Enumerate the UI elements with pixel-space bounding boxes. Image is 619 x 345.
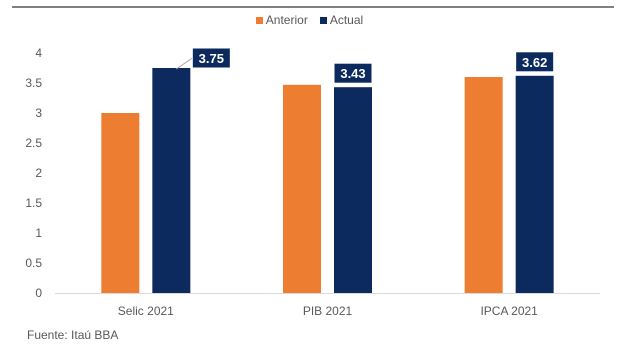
x-tick-label: IPCA 2021 bbox=[480, 304, 538, 318]
data-label-0: 3.75 bbox=[199, 51, 224, 66]
bar-anterior-2 bbox=[464, 77, 503, 293]
source-note: Fuente: Itaú BBA bbox=[27, 328, 119, 342]
y-tick-label: 4 bbox=[35, 46, 42, 60]
x-tick-label: PIB 2021 bbox=[303, 304, 353, 318]
bar-actual-2 bbox=[515, 75, 554, 293]
legend-label-actual: Actual bbox=[329, 13, 364, 27]
top-rule bbox=[12, 6, 614, 8]
y-tick-label: 3.5 bbox=[25, 76, 42, 90]
bar-actual-1 bbox=[334, 87, 372, 293]
data-label-box-1 bbox=[333, 62, 373, 84]
y-tick-label: 2.5 bbox=[25, 136, 42, 150]
legend-label-anterior: Anterior bbox=[265, 13, 308, 27]
data-label-leader-line bbox=[176, 57, 193, 70]
legend-item-actual: Actual bbox=[319, 13, 364, 27]
legend-item-anterior: Anterior bbox=[255, 13, 308, 27]
y-tick-label: 3 bbox=[35, 106, 42, 120]
legend-swatch-anterior bbox=[255, 16, 263, 24]
data-label-box-2 bbox=[515, 51, 555, 73]
x-tick-label: Selic 2021 bbox=[118, 304, 174, 318]
bar-anterior-1 bbox=[283, 84, 321, 293]
y-tick-label: 0.5 bbox=[25, 256, 42, 270]
y-tick-label: 1 bbox=[35, 226, 42, 240]
bar-actual-0 bbox=[152, 68, 191, 293]
legend-swatch-actual bbox=[319, 16, 327, 24]
data-label-1: 3.43 bbox=[340, 66, 365, 81]
data-label-2: 3.62 bbox=[522, 55, 547, 70]
y-tick-label: 0 bbox=[35, 286, 42, 300]
y-tick-label: 1.5 bbox=[25, 196, 42, 210]
data-label-box-0 bbox=[191, 47, 231, 69]
bar-anterior-0 bbox=[101, 113, 140, 293]
chart-legend: Anterior Actual bbox=[0, 13, 619, 27]
y-tick-label: 2 bbox=[35, 166, 42, 180]
